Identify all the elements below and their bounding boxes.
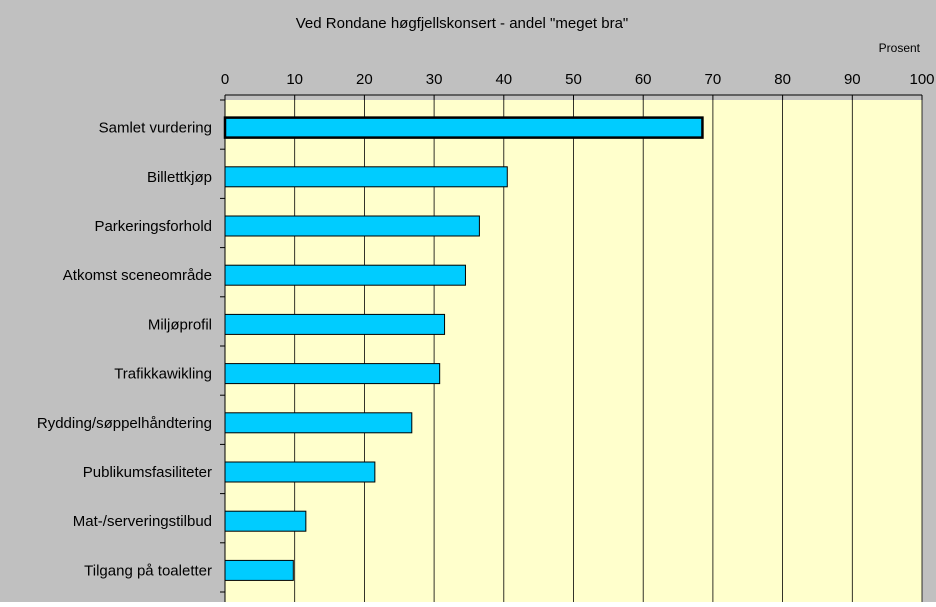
- x-tick-label: 60: [635, 71, 652, 88]
- bar: [223, 116, 704, 139]
- bar: [224, 363, 441, 385]
- bar: [224, 510, 307, 532]
- bar: [224, 166, 508, 188]
- category-label: Miljøprofil: [148, 316, 212, 333]
- bar: [224, 313, 446, 335]
- bar: [224, 412, 413, 434]
- category-labels: Samlet vurdering Billettkjøp Parkeringsfor…: [37, 120, 212, 580]
- chart-title: Ved Rondane høgfjellskonsert - andel "me…: [296, 15, 629, 32]
- x-tick-label: 30: [426, 71, 443, 88]
- category-label: Billettkjøp: [147, 169, 212, 186]
- bars: [223, 116, 704, 581]
- bar: [224, 461, 376, 483]
- category-label: Mat-/serveringstilbud: [73, 513, 212, 530]
- x-tick-label: 80: [774, 71, 791, 88]
- category-label: Samlet vurdering: [99, 120, 212, 137]
- category-label: Publikumsfasiliteter: [83, 464, 212, 481]
- x-tick-label: 40: [495, 71, 512, 88]
- category-label: Tilgang på toaletter: [84, 562, 212, 579]
- x-tick-label: 100: [909, 71, 934, 88]
- bar: [224, 215, 480, 237]
- bar: [224, 264, 466, 286]
- x-tick-label: 50: [565, 71, 582, 88]
- category-label: Parkeringsforhold: [94, 218, 212, 235]
- x-tick-label: 90: [844, 71, 861, 88]
- bar: [224, 559, 294, 581]
- x-tick-label: 70: [705, 71, 722, 88]
- unit-label: Prosent: [879, 41, 921, 55]
- x-tick-label: 10: [286, 71, 303, 88]
- y-axis-ticks: [220, 99, 225, 593]
- category-label: Atkomst sceneområde: [63, 267, 212, 284]
- x-tick-label: 20: [356, 71, 373, 88]
- category-label: Trafikkawikling: [114, 366, 212, 383]
- x-axis-ticks: 0 10 20 30 40 50 60 70 80 90 100: [221, 71, 935, 100]
- x-tick-label: 0: [221, 71, 229, 88]
- category-label: Rydding/søppelhåndtering: [37, 415, 212, 432]
